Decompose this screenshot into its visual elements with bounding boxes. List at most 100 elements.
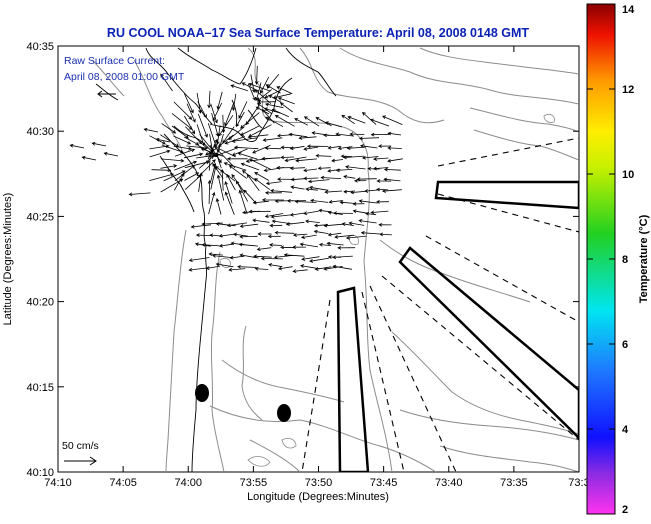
current-vector <box>210 165 218 190</box>
current-vector <box>317 166 331 171</box>
current-vector <box>226 173 236 191</box>
current-vector <box>356 177 377 182</box>
current-vector <box>250 74 256 94</box>
current-vector <box>370 118 390 127</box>
current-vector <box>239 223 259 228</box>
current-vector <box>289 145 305 151</box>
current-vector <box>216 148 236 169</box>
x-axis-label: Longitude (Degrees:Minutes) <box>247 491 389 503</box>
current-vector <box>197 101 207 119</box>
current-vector <box>292 245 306 250</box>
x-tick-label: 73:45 <box>370 477 398 489</box>
x-tick-label: 73:55 <box>240 477 268 489</box>
current-vector <box>173 101 193 120</box>
current-vector <box>383 177 401 182</box>
x-axis-ticks: 74:10 74:05 74:00 73:55 73:50 73:45 73:40 73:35… <box>44 46 590 489</box>
current-vector <box>359 144 378 149</box>
current-vector <box>224 136 246 145</box>
current-vector <box>341 222 354 227</box>
annotation-line-2: April 08, 2008 01:00 GMT <box>64 71 185 83</box>
current-vector <box>378 222 392 227</box>
current-vector <box>268 263 283 268</box>
current-vector <box>210 103 218 124</box>
x-tick-label: 73:35 <box>500 477 528 489</box>
current-vector <box>331 158 344 163</box>
current-vector <box>256 247 272 252</box>
current-vector <box>174 148 196 157</box>
current-vector <box>269 223 283 228</box>
current-vector <box>332 255 353 260</box>
current-vector <box>387 146 402 150</box>
current-vector <box>343 174 356 179</box>
x-tick-label: 73:40 <box>435 477 463 489</box>
current-vector <box>220 168 225 191</box>
current-vector <box>311 131 330 136</box>
current-vector <box>358 218 377 224</box>
current-vector <box>161 123 177 134</box>
current-vector <box>266 73 280 89</box>
y-tick-label: 40:30 <box>26 126 54 138</box>
current-vector <box>307 179 330 184</box>
current-vector <box>233 145 259 150</box>
outlined-wedges <box>336 180 579 472</box>
current-vector <box>378 144 392 149</box>
current-vector <box>243 189 257 204</box>
current-vector <box>198 155 215 169</box>
current-vector <box>360 231 380 235</box>
current-vector <box>270 214 293 219</box>
current-vector <box>212 253 233 258</box>
current-vector <box>284 156 307 163</box>
current-vector <box>370 210 389 215</box>
y-tick-label: 40:15 <box>26 382 54 394</box>
x-tick-label: 74:05 <box>109 477 137 489</box>
current-vector <box>292 269 308 273</box>
colorbar-label: Temperature (°C) <box>638 214 650 303</box>
x-tick-label: 73:3 <box>568 477 589 489</box>
scale-label: 50 cm/s <box>62 440 99 452</box>
current-vector <box>308 185 329 191</box>
current-vector <box>370 132 390 137</box>
current-vector <box>264 213 284 218</box>
current-vector <box>382 115 403 125</box>
current-vector <box>195 233 212 238</box>
current-vector <box>224 180 233 204</box>
current-vector <box>185 126 203 145</box>
current-vector <box>280 145 295 150</box>
current-vector <box>253 254 272 259</box>
current-vector <box>252 144 271 154</box>
current-vector <box>315 117 332 127</box>
current-vector <box>373 157 389 161</box>
current-vector <box>372 166 389 171</box>
current-vector <box>261 156 281 161</box>
current-vector <box>218 233 236 238</box>
current-vector <box>261 108 275 124</box>
current-vector <box>376 187 389 192</box>
current-vector <box>257 232 272 236</box>
current-vector <box>208 252 223 257</box>
current-vector <box>201 242 222 247</box>
current-vector <box>376 179 392 183</box>
current-vector <box>383 167 401 172</box>
current-vector <box>186 145 209 150</box>
current-vector <box>201 222 224 226</box>
current-vector <box>238 189 248 215</box>
current-vector <box>267 234 281 239</box>
current-vector <box>300 234 317 239</box>
colorbar-tick-label: 12 <box>622 84 634 96</box>
current-vector <box>257 100 277 104</box>
current-vector <box>261 198 284 202</box>
current-vector <box>314 266 332 271</box>
current-vector <box>236 180 249 202</box>
current-vector <box>223 162 247 171</box>
current-vector <box>273 255 294 260</box>
current-vector <box>299 242 318 248</box>
current-vector <box>226 156 248 161</box>
current-vector <box>274 230 295 235</box>
current-vector <box>256 89 272 102</box>
current-vector <box>218 243 233 248</box>
x-tick-label: 74:00 <box>174 477 202 489</box>
current-vector <box>238 242 259 247</box>
current-vector <box>334 234 355 239</box>
current-vector <box>290 185 305 190</box>
